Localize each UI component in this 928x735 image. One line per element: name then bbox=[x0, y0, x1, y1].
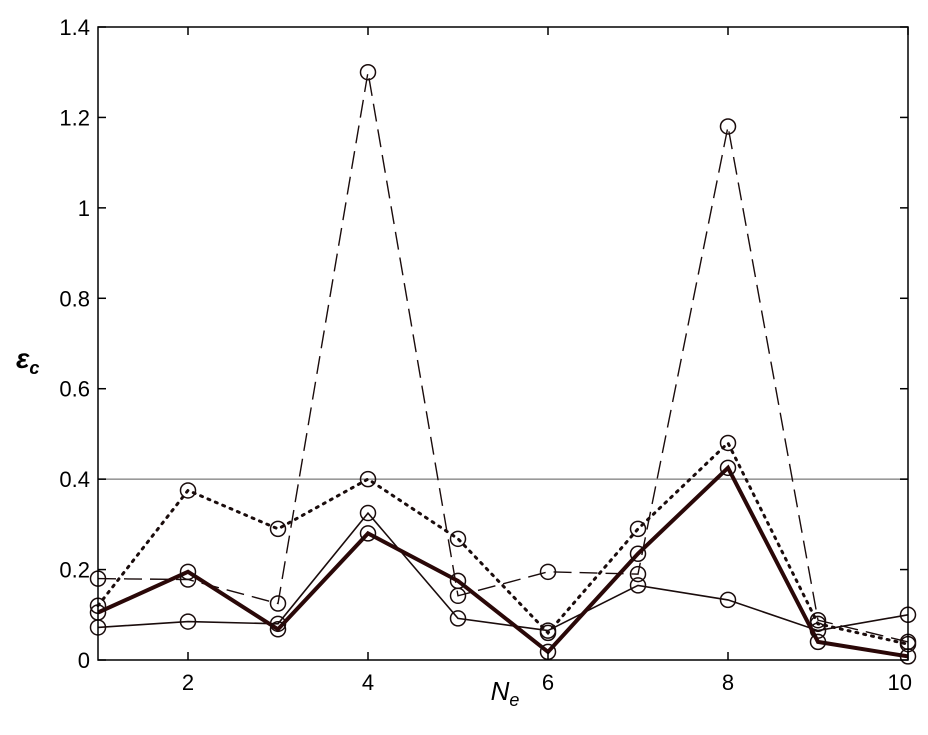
series-dotted bbox=[89, 434, 917, 653]
y-tick-label: 0.6 bbox=[59, 377, 90, 402]
data-point bbox=[719, 591, 737, 609]
data-point bbox=[269, 621, 287, 638]
data-point bbox=[359, 504, 377, 522]
x-tick-label: 10 bbox=[888, 670, 912, 695]
y-tick-label: 0.2 bbox=[59, 558, 90, 583]
labels-layer: 0 0.2 0.4 0.6 0.8 1 1.2 1.4 2 4 6 8 10 Ne εc bbox=[16, 15, 912, 710]
data-point bbox=[179, 563, 197, 581]
x-tick-label: 8 bbox=[722, 670, 734, 695]
data-point bbox=[269, 520, 287, 538]
x-tick-label: 2 bbox=[182, 670, 194, 695]
data-point bbox=[359, 63, 377, 81]
y-tick-label: 0.8 bbox=[59, 286, 90, 311]
data-point bbox=[359, 525, 377, 542]
series-line-dashed bbox=[97, 72, 909, 643]
x-axis-title: Ne bbox=[491, 676, 520, 710]
axes-layer bbox=[97, 26, 909, 661]
data-point bbox=[179, 482, 197, 499]
data-point bbox=[359, 470, 377, 488]
data-point bbox=[539, 622, 557, 639]
y-tick-label: 1.4 bbox=[59, 15, 90, 40]
data-point bbox=[179, 613, 197, 630]
y-axis-title: εc bbox=[16, 343, 39, 378]
data-point bbox=[449, 530, 467, 548]
series-line-dotted bbox=[96, 440, 910, 646]
data-point bbox=[629, 565, 647, 583]
series-layer bbox=[89, 63, 917, 665]
data-point bbox=[629, 520, 647, 538]
series-line-thin-solid bbox=[97, 511, 909, 632]
series-thin-solid bbox=[89, 504, 917, 639]
data-point bbox=[539, 563, 557, 581]
data-point bbox=[719, 434, 737, 452]
data-point bbox=[449, 572, 467, 590]
plot-frame bbox=[97, 26, 909, 661]
data-point bbox=[719, 459, 737, 477]
data-point bbox=[719, 118, 737, 135]
series-line-thick-solid bbox=[97, 464, 909, 659]
data-point bbox=[629, 577, 647, 594]
series-thick-solid bbox=[89, 459, 917, 665]
data-point bbox=[269, 595, 287, 612]
data-point bbox=[629, 545, 647, 562]
data-point bbox=[809, 633, 827, 651]
x-tick-label: 4 bbox=[362, 670, 374, 695]
data-point bbox=[809, 611, 827, 629]
x-tick-label: 6 bbox=[542, 670, 554, 695]
y-tick-label: 1 bbox=[78, 196, 90, 221]
y-tick-label: 1.2 bbox=[59, 105, 90, 130]
y-tick-label: 0.4 bbox=[59, 467, 90, 492]
series-dashed bbox=[89, 63, 917, 651]
y-tick-label: 0 bbox=[78, 648, 90, 673]
data-point bbox=[449, 610, 467, 627]
